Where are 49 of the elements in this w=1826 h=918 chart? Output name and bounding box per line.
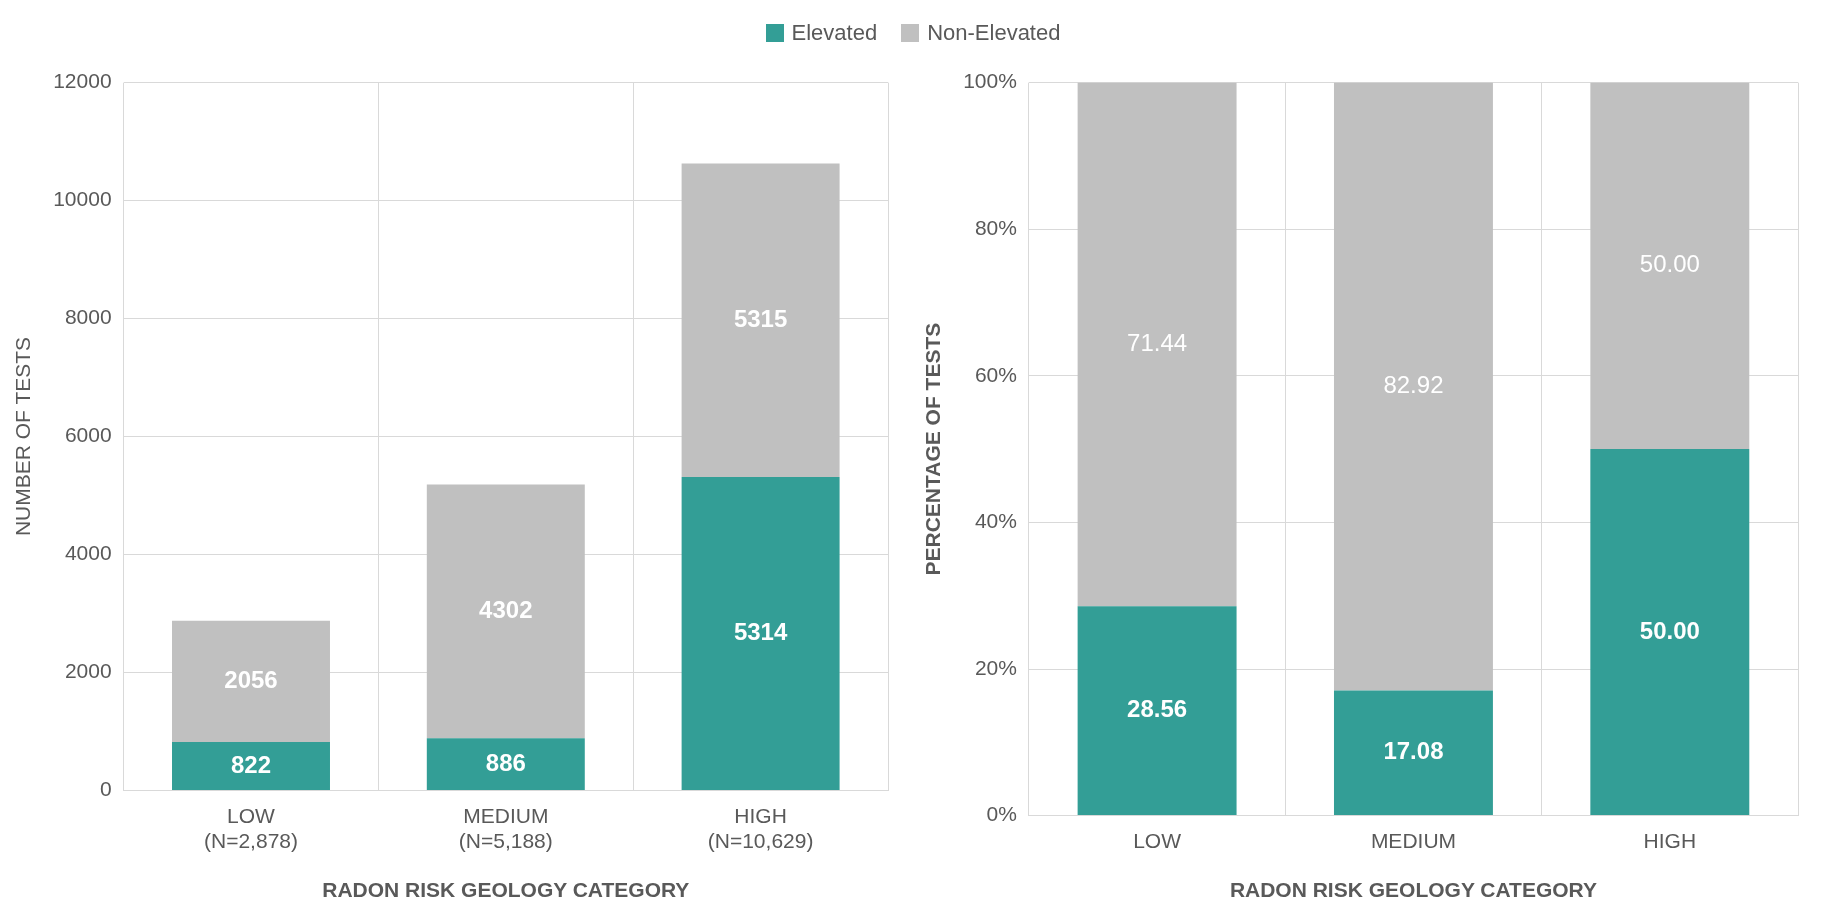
y-tick-label: 60% bbox=[974, 362, 1017, 386]
data-label: 2056 bbox=[224, 665, 278, 693]
y-tick-label: 100% bbox=[963, 69, 1017, 93]
y-tick-label: 0 bbox=[99, 777, 112, 801]
bar bbox=[1590, 82, 1750, 450]
y-tick-label: 12000 bbox=[53, 69, 112, 93]
y-tick-label: 10000 bbox=[53, 187, 112, 211]
y-tick-label: 80% bbox=[974, 216, 1017, 239]
y-axis-title: PERCENTAGE OF TESTS bbox=[921, 322, 945, 576]
x-tick-label: LOW (N=2,878) bbox=[204, 803, 298, 852]
bar bbox=[1077, 82, 1237, 607]
data-label: 17.08 bbox=[1383, 737, 1444, 765]
legend-label: Non-Elevated bbox=[927, 20, 1061, 46]
x-tick-label: LOW bbox=[1133, 829, 1182, 852]
y-tick-label: 6000 bbox=[64, 423, 112, 447]
bar bbox=[1333, 82, 1493, 691]
bar bbox=[1333, 690, 1493, 816]
bar bbox=[1077, 606, 1237, 816]
data-label: 822 bbox=[230, 750, 272, 778]
y-tick-label: 8000 bbox=[64, 305, 112, 329]
bar bbox=[426, 484, 585, 739]
bar bbox=[172, 741, 330, 790]
data-label: 886 bbox=[485, 748, 526, 776]
y-axis-title: NUMBER OF TESTS bbox=[11, 336, 35, 537]
data-label: 50.00 bbox=[1639, 250, 1700, 278]
data-label: 71.44 bbox=[1127, 329, 1188, 357]
x-axis-title: RADON RISK GEOLOGY CATEGORY bbox=[322, 878, 690, 902]
x-tick-label: MEDIUM bbox=[1370, 829, 1457, 852]
data-label: 5314 bbox=[733, 618, 788, 646]
data-label: 28.56 bbox=[1127, 695, 1188, 723]
data-label: 5315 bbox=[733, 304, 788, 332]
bar bbox=[681, 163, 840, 477]
x-tick-label: HIGH (N=10,629) bbox=[707, 803, 814, 852]
y-tick-label: 40% bbox=[974, 509, 1017, 533]
bar bbox=[426, 738, 585, 790]
bar bbox=[1590, 449, 1750, 816]
bar bbox=[172, 620, 330, 742]
y-tick-label: 4000 bbox=[64, 541, 112, 565]
data-label: 4302 bbox=[479, 595, 533, 623]
x-tick-label: MEDIUM (N=5,188) bbox=[458, 803, 553, 852]
data-label: 82.92 bbox=[1383, 371, 1444, 399]
bar bbox=[681, 476, 840, 790]
x-tick-label: HIGH bbox=[1643, 829, 1697, 852]
x-axis-title: RADON RISK GEOLOGY CATEGORY bbox=[1229, 878, 1598, 902]
y-tick-label: 0% bbox=[986, 802, 1017, 826]
data-label: 50.00 bbox=[1639, 616, 1700, 644]
y-tick-label: 2000 bbox=[64, 659, 112, 683]
y-tick-label: 20% bbox=[974, 655, 1017, 679]
legend-label: Elevated bbox=[791, 20, 878, 46]
